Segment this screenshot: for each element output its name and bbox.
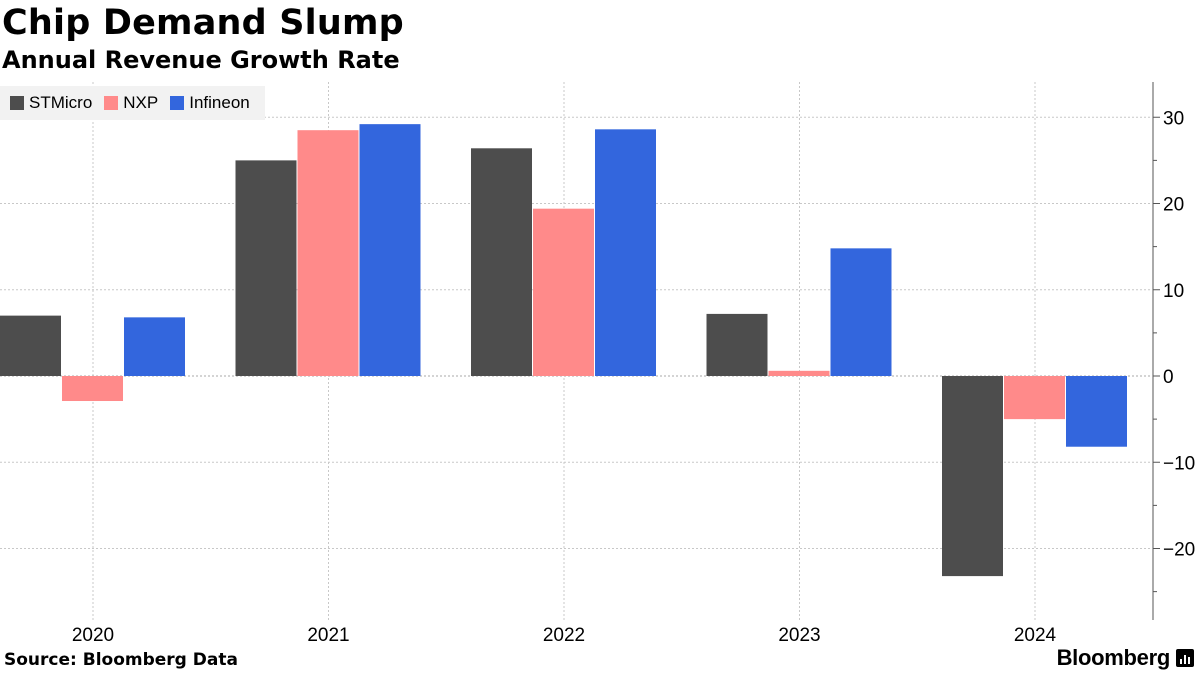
y-tick-label: 0 [1163, 367, 1174, 388]
bar-infineon-2020 [124, 317, 185, 376]
legend-item-nxp[interactable]: NXP [104, 93, 158, 113]
x-tick-label-2023: 2023 [778, 625, 820, 646]
bar-stmicro-2023 [706, 313, 768, 376]
bar-nxp-2021 [297, 130, 359, 376]
x-tick-label-2020: 2020 [72, 625, 114, 646]
legend: STMicro NXP Infineon [0, 86, 265, 120]
chart-title: Chip Demand Slump [2, 3, 404, 43]
legend-label-infineon: Infineon [189, 93, 250, 112]
bar-infineon-2023 [830, 248, 892, 376]
legend-label-stmicro: STMicro [29, 93, 93, 112]
bar-nxp-2020 [62, 376, 123, 402]
bar-nxp-2022 [533, 208, 594, 376]
y-tick-label: −20 [1163, 540, 1195, 561]
legend-swatch-infineon [170, 96, 185, 110]
legend-item-infineon[interactable]: Infineon [170, 93, 250, 113]
bloomberg-terminal-icon [1176, 649, 1194, 667]
bar-infineon-2022 [595, 129, 656, 376]
source-note: Source: Bloomberg Data [4, 650, 238, 670]
y-tick-label: −10 [1163, 453, 1195, 474]
y-tick-label: 20 [1163, 195, 1184, 216]
bar-stmicro-2020 [0, 315, 61, 376]
bar-infineon-2021 [359, 124, 421, 377]
x-tick-label-2021: 2021 [307, 625, 349, 646]
x-tick-label-2022: 2022 [543, 625, 585, 646]
legend-swatch-nxp [104, 96, 119, 110]
bar-infineon-2024 [1066, 376, 1127, 447]
chart-subtitle: Annual Revenue Growth Rate [2, 46, 400, 74]
legend-item-stmicro[interactable]: STMicro [10, 93, 92, 113]
y-tick-label: 30 [1163, 108, 1184, 129]
x-tick-label-2024: 2024 [1014, 625, 1057, 646]
legend-swatch-stmicro [10, 96, 24, 110]
legend-label-nxp: NXP [123, 93, 159, 112]
bar-stmicro-2021 [235, 160, 297, 376]
brand-name: Bloomberg [1056, 645, 1171, 670]
bar-stmicro-2024 [942, 376, 1003, 577]
bar-stmicro-2022 [471, 148, 532, 376]
bar-nxp-2024 [1004, 376, 1065, 420]
y-tick-label: 10 [1163, 281, 1184, 302]
brand-logo: Bloomberg [1057, 645, 1194, 671]
bar-nxp-2023 [768, 370, 830, 376]
